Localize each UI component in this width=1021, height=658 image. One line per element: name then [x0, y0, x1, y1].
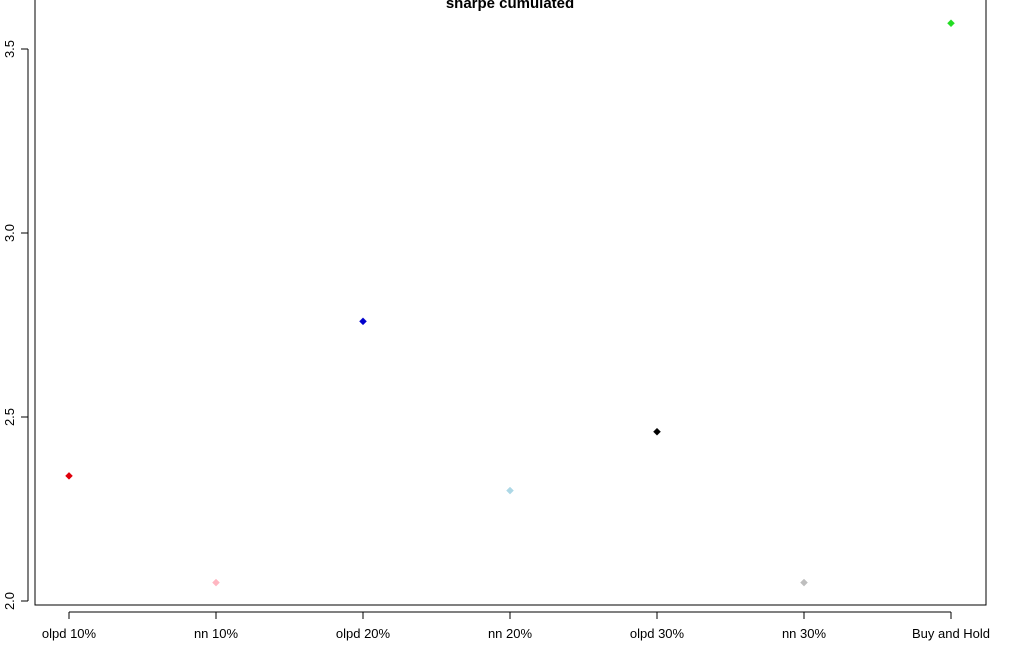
chart-title: sharpe cumulated — [446, 0, 574, 12]
data-point — [65, 472, 73, 480]
y-tick-label: 3.5 — [2, 40, 17, 58]
x-tick-label: nn 10% — [194, 626, 239, 641]
y-tick-label: 2.5 — [2, 408, 17, 426]
data-point — [947, 19, 955, 28]
x-tick-label: olpd 10% — [42, 626, 97, 641]
data-point — [212, 578, 220, 587]
data-point — [653, 427, 661, 436]
plot-frame — [34, 0, 987, 606]
data-points — [65, 19, 955, 587]
data-point — [800, 578, 808, 587]
y-axis: 2.0 2.5 3.0 3.5 — [2, 40, 29, 610]
data-point — [359, 317, 367, 326]
x-axis: olpd 10% nn 10% olpd 20% nn 20% olpd 30% nn 3… — [42, 611, 990, 641]
x-tick-label: nn 20% — [488, 626, 533, 641]
y-tick-label: 3.0 — [2, 224, 17, 242]
x-tick-label: Buy and Hold — [912, 626, 990, 641]
x-tick-label: olpd 20% — [336, 626, 391, 641]
x-tick-label: nn 30% — [782, 626, 827, 641]
x-tick-label: olpd 30% — [630, 626, 685, 641]
y-tick-label: 2.0 — [2, 592, 17, 610]
data-point — [506, 486, 514, 495]
